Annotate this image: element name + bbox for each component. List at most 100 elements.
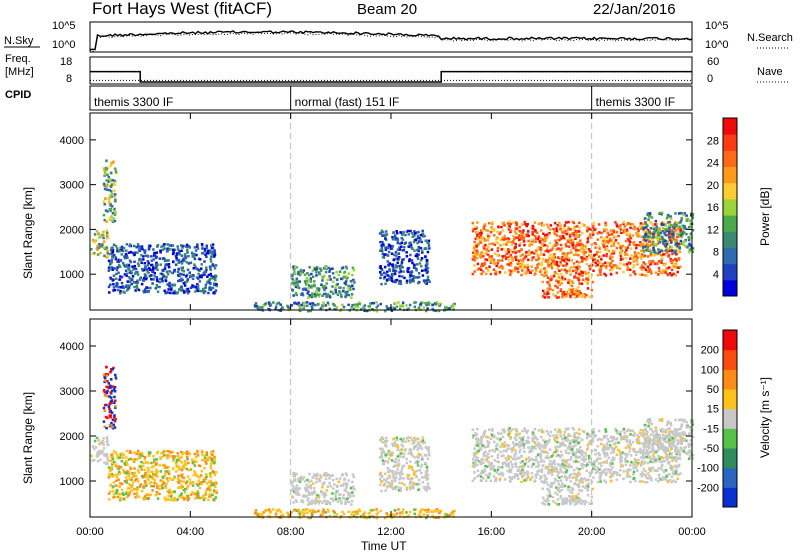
power-echo [592,269,595,273]
velocity-echo [392,476,395,479]
velocity-echo [118,456,121,460]
velocity-echo [486,439,489,443]
power-echo [210,250,214,253]
power-echo [482,270,485,273]
power-echo [102,236,105,240]
velocity-echo [383,516,387,520]
power-echo [678,246,681,249]
velocity-echo [307,491,311,494]
velocity-echo [214,485,217,489]
power-echo [372,301,376,305]
power-echo [536,254,540,257]
power-echo [667,243,671,246]
power-echo [513,269,517,272]
velocity-echo [593,464,597,468]
velocity-echo [162,451,165,454]
velocity-echo [212,489,216,492]
power-echo [414,238,417,242]
power-echo [116,288,120,292]
power-echo [596,232,599,235]
velocity-echo [167,472,171,476]
power-echo [537,262,540,265]
power-echo [493,252,496,255]
velocity-echo [172,458,175,461]
power-echo [116,260,119,263]
power-echo [134,271,138,274]
power-echo [587,275,590,278]
power-echo [671,265,675,269]
power-echo [567,258,570,262]
velocity-echo [159,484,162,488]
velocity-echo [170,498,174,502]
power-echo [574,269,578,272]
power-echo [641,265,644,269]
velocity-echo [295,484,299,487]
velocity-echo [212,471,215,474]
velocity-echo [137,471,141,474]
velocity-echo [110,453,113,457]
velocity-echo [127,473,130,477]
velocity-echo [308,509,312,512]
power-echo [438,304,441,307]
power-echo [120,275,124,279]
power-echo [522,236,526,239]
velocity-echo [313,486,316,490]
power-echo [181,246,184,249]
power-echo [112,278,115,281]
power-echo [624,253,627,256]
velocity-echo [144,484,148,488]
power-echo [636,234,639,238]
power-echo [150,278,153,281]
power-echo [102,246,106,249]
power-echo [649,253,652,257]
power-echo [215,282,218,286]
power-echo [644,263,647,266]
power-echo [185,261,189,264]
power-echo [675,259,678,262]
power-echo [387,264,391,267]
power-echo [583,270,587,274]
velocity-echo [109,384,112,388]
velocity-echo [97,453,101,456]
power-echo [106,183,109,186]
velocity-echo [122,453,126,457]
power-echo [519,265,522,269]
power-echo [187,262,191,265]
velocity-echo [165,469,168,473]
power-echo [109,195,112,198]
power-echo [483,238,487,242]
power-echo [183,259,186,262]
velocity-echo [657,480,660,483]
power-echo [569,273,572,276]
power-echo [315,274,318,277]
velocity-echo [111,457,115,461]
power-echo [387,250,391,254]
velocity-echo [408,482,412,486]
velocity-echo [394,472,397,476]
velocity-echo [114,404,117,408]
velocity-echo [200,469,203,473]
power-echo [648,248,651,252]
velocity-echo [105,365,108,369]
power-echo [586,287,590,290]
power-echo [672,238,676,241]
power-echo [642,241,646,245]
power-echo [274,308,277,311]
power-echo [593,228,596,232]
velocity-echo [609,444,612,447]
velocity-echo [344,487,348,490]
power-echo [651,238,654,241]
power-echo [592,255,595,259]
velocity-echo [132,473,136,476]
power-echo [614,264,617,267]
power-echo [530,265,534,268]
power-echo [652,246,655,250]
power-echo [495,238,498,241]
power-echo [598,268,601,272]
velocity-echo [633,432,636,435]
power-echo [559,243,563,247]
power-echo [136,279,139,282]
velocity-echo [312,473,316,476]
power-echo [609,268,612,272]
velocity-echo [199,474,203,477]
